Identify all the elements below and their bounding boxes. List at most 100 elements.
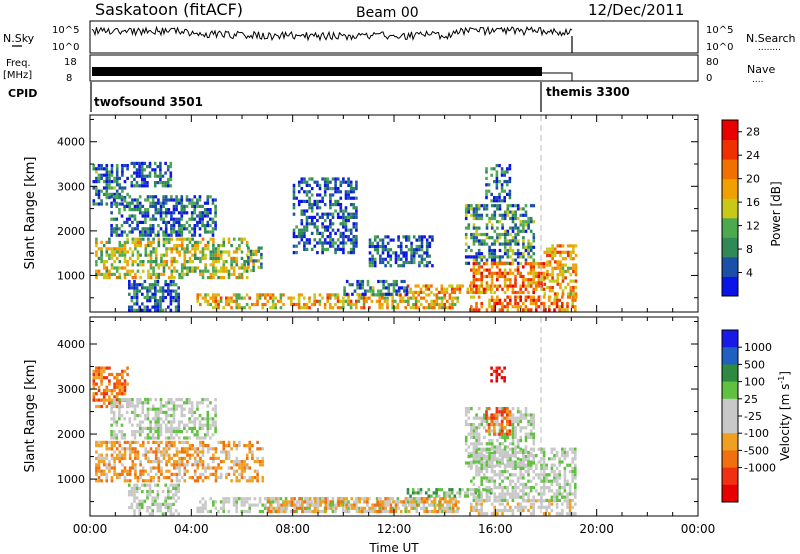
velocity-cell [493, 464, 497, 468]
velocity-cell [172, 420, 176, 424]
velocity-cell [470, 423, 473, 427]
power-cell [446, 306, 449, 310]
power-cell [313, 238, 317, 242]
power-cell [206, 240, 210, 244]
power-cell [316, 231, 319, 235]
power-cell [167, 208, 171, 212]
velocity-cell [243, 503, 246, 507]
velocity-cell [501, 492, 504, 496]
velocity-cell [170, 414, 173, 418]
power-cell [527, 223, 530, 227]
power-cell [159, 289, 162, 293]
velocity-cell [178, 479, 181, 483]
power-cell [527, 226, 530, 230]
velocity-cell [498, 470, 502, 474]
velocity-cell [396, 503, 400, 507]
velocity-cell [108, 447, 111, 451]
velocity-cell [110, 423, 113, 427]
power-cell [551, 253, 554, 258]
power-cell [548, 253, 552, 258]
power-cell [174, 295, 178, 300]
power-cell [131, 263, 135, 267]
power-cell [305, 215, 309, 219]
power-cell [524, 248, 528, 253]
velocity-cell [201, 472, 205, 476]
power-cell [559, 269, 562, 274]
velocity-cell [381, 500, 385, 504]
power-cell [105, 167, 109, 171]
velocity-cell [100, 379, 103, 383]
power-cell [546, 247, 549, 251]
power-cell [180, 233, 184, 237]
power-cell [475, 210, 478, 214]
power-cell [105, 176, 109, 180]
power-cell [365, 299, 368, 303]
velocity-cell [488, 460, 491, 464]
power-cell [143, 181, 147, 185]
velocity-cell [519, 416, 523, 420]
power-cell [553, 295, 557, 299]
power-cell [305, 228, 309, 232]
velocity-cell [191, 453, 194, 457]
power-cell [344, 193, 348, 197]
velocity-cell [355, 506, 359, 510]
velocity-cell [264, 503, 267, 507]
power-cell [500, 186, 504, 190]
velocity-cell [571, 479, 574, 483]
velocity-cell [470, 435, 473, 439]
power-cell [108, 180, 111, 184]
velocity-cell [156, 483, 160, 487]
velocity-cell [170, 430, 173, 434]
power-cell [425, 251, 429, 255]
power-cell [175, 198, 178, 202]
power-cell [509, 232, 512, 237]
velocity-cell [164, 483, 167, 487]
power-cell [516, 271, 520, 275]
velocity-cell [535, 466, 538, 470]
velocity-cell [405, 497, 408, 501]
power-cell [165, 240, 168, 244]
power-cell [183, 211, 186, 215]
power-cell [506, 210, 510, 214]
velocity-cell [188, 417, 191, 421]
velocity-cell [463, 491, 467, 495]
power-cell [300, 180, 304, 184]
velocity-cell [128, 453, 132, 457]
power-cell [496, 295, 499, 299]
power-cell [321, 225, 324, 229]
power-cell [508, 176, 512, 180]
power-cell [300, 209, 304, 213]
power-cell [498, 220, 502, 224]
power-cell [141, 286, 144, 290]
velocity-cell [529, 460, 533, 464]
velocity-cell [574, 486, 577, 490]
power-cell [238, 247, 241, 251]
power-cell [149, 272, 153, 276]
power-cell [227, 272, 231, 276]
power-cell [397, 244, 400, 249]
velocity-cell [110, 447, 114, 451]
power-cell [120, 214, 124, 218]
velocity-cell [152, 460, 155, 464]
power-cell [561, 292, 565, 296]
power-cell [501, 213, 504, 217]
velocity-cell [280, 506, 283, 510]
power-cell [548, 263, 552, 267]
velocity-cell [118, 450, 122, 454]
power-cell [140, 174, 144, 178]
power-cell [537, 278, 541, 282]
power-cell [174, 289, 178, 293]
power-cell [527, 255, 530, 259]
power-cell [310, 222, 314, 226]
power-cell [498, 164, 501, 168]
velocity-cell [110, 433, 113, 437]
velocity-cell [537, 492, 541, 496]
velocity-cell [120, 430, 124, 434]
velocity-cell [316, 503, 319, 507]
power-cell [170, 230, 173, 234]
velocity-cell [232, 440, 236, 444]
velocity-cell [498, 461, 502, 465]
velocity-cell [477, 502, 481, 506]
power-y-tick-label: 3000 [57, 180, 85, 193]
power-cell [115, 164, 119, 168]
